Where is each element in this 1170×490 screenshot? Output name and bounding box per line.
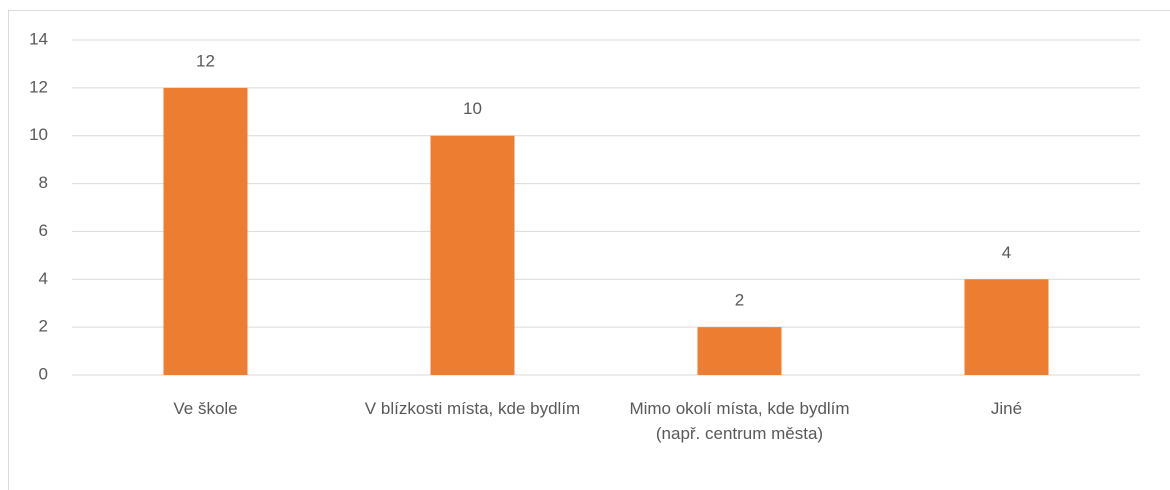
bar — [163, 87, 248, 375]
x-tick-label: Ve škole — [173, 399, 238, 418]
y-tick-label: 0 — [39, 364, 48, 383]
y-tick-label: 8 — [39, 173, 48, 192]
y-tick-label: 4 — [39, 269, 48, 288]
data-label: 10 — [463, 99, 482, 118]
data-label: 4 — [1002, 243, 1011, 262]
x-tick-label: Jiné — [990, 399, 1023, 418]
y-tick-label: 10 — [29, 125, 48, 144]
y-tick-label: 2 — [39, 317, 48, 336]
chart-border — [8, 10, 1170, 490]
x-tick-label: Mimo okolí místa, kde bydlím (např. cent… — [629, 399, 850, 443]
y-tick-label: 14 — [29, 29, 48, 48]
bar — [430, 135, 515, 375]
y-tick-label: 12 — [29, 77, 48, 96]
x-tick-label: V blízkosti místa, kde bydlím — [364, 399, 581, 418]
data-label: 12 — [196, 51, 215, 70]
bar — [964, 279, 1049, 375]
bar — [697, 327, 782, 375]
data-label: 2 — [735, 291, 744, 310]
y-tick-label: 6 — [39, 221, 48, 240]
